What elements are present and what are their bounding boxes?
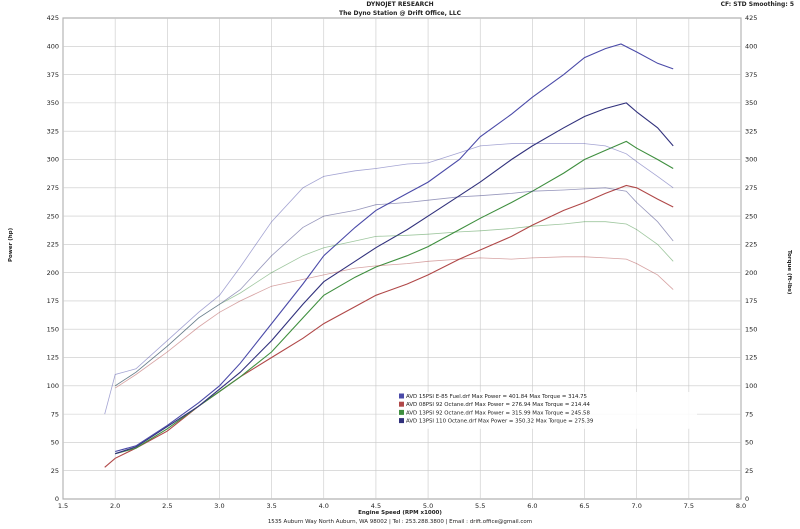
- company-name: DYNOJET RESEARCH: [366, 1, 434, 8]
- y-tick-label-right: 250: [745, 212, 757, 220]
- y-tick-label-left: 0: [55, 495, 59, 503]
- chart-legend: AVD 15PSI E-85 Fuel.drf Max Power = 401.…: [397, 392, 697, 429]
- x-tick-label: 3.0: [214, 502, 224, 510]
- series-line-power-green: [115, 140, 674, 455]
- tick-labels: 1.5 2.0 2.5 3.0 3.5 4.0 4.5 5.0 5.5 6.0 6.5 7.0 7.5 8…: [47, 14, 758, 510]
- y-tick-label-left: 50: [51, 439, 59, 447]
- y-tick-label-right: 325: [745, 127, 757, 135]
- legend-box: [397, 392, 697, 429]
- y-tick-label-right: 400: [745, 42, 757, 50]
- x-tick-label: 7.0: [632, 502, 642, 510]
- x-tick-label: 6.5: [579, 502, 589, 510]
- legend-entry: AVD 15PSI E-85 Fuel.drf Max Power = 401.…: [406, 394, 587, 400]
- legend-entry: AVD 13PSI 92 Octane.drf Max Power = 315.…: [406, 410, 590, 416]
- y-tick-label-left: 300: [47, 156, 59, 164]
- x-tick-label: 4.5: [371, 502, 381, 510]
- x-tick-label: 1.5: [58, 502, 68, 510]
- series-line-power-navy: [115, 102, 674, 455]
- y-tick-label-right: 50: [745, 439, 753, 447]
- y-tick-label-left: 150: [47, 325, 59, 333]
- x-tick-label: 3.5: [266, 502, 276, 510]
- y-tick-label-left: 175: [47, 297, 59, 305]
- y-tick-label-right: 225: [745, 241, 757, 249]
- series-line-power-blue: [115, 43, 674, 453]
- y-axis-title-left: Power (hp): [8, 227, 14, 262]
- legend-entry: AVD 08PSI 92 Octane.drf Max Power = 276.…: [406, 402, 590, 408]
- x-axis-title: Engine Speed (RPM x1000): [358, 510, 442, 516]
- series-line-torque-red: [114, 256, 674, 389]
- y-tick-label-left: 200: [47, 269, 59, 277]
- x-tick-label: 4.0: [319, 502, 329, 510]
- y-tick-label-left: 325: [47, 127, 59, 135]
- x-tick-label: 7.5: [684, 502, 694, 510]
- series-line-torque-blue: [104, 143, 674, 415]
- x-tick-label: 5.5: [475, 502, 485, 510]
- y-tick-label-right: 75: [745, 410, 753, 418]
- y-tick-label-right: 0: [745, 495, 749, 503]
- y-tick-label-left: 250: [47, 212, 59, 220]
- y-tick-label-right: 300: [745, 156, 757, 164]
- y-tick-label-right: 175: [745, 297, 757, 305]
- y-tick-label-left: 25: [51, 467, 59, 475]
- x-tick-label: 2.5: [162, 502, 172, 510]
- y-tick-label-left: 350: [47, 99, 59, 107]
- x-tick-label: 8.0: [736, 502, 746, 510]
- legend-entry: AVD 13PSI 110 Octane.drf Max Power = 350…: [406, 419, 594, 425]
- series-lines: [104, 43, 674, 468]
- legend-swatch: [399, 393, 404, 399]
- x-tick-label: 6.0: [527, 502, 537, 510]
- y-tick-label-left: 100: [47, 382, 59, 390]
- settings-label: CF: STD Smoothing: 5: [720, 1, 794, 8]
- x-tick-label: 2.0: [110, 502, 120, 510]
- shop-name: The Dyno Station @ Drift Office, LLC: [338, 10, 462, 17]
- shop-address: 1535 Auburn Way North Auburn, WA 98002 |…: [267, 519, 533, 525]
- y-tick-label-right: 375: [745, 71, 757, 79]
- y-tick-label-left: 425: [47, 14, 59, 22]
- y-tick-label-left: 275: [47, 184, 59, 192]
- y-tick-label-right: 150: [745, 325, 757, 333]
- y-axis-title-right: Torque (ft-lbs): [786, 250, 792, 295]
- y-tick-label-left: 75: [51, 410, 59, 418]
- legend-swatch: [399, 401, 404, 407]
- y-tick-label-left: 225: [47, 241, 59, 249]
- y-tick-label-right: 100: [745, 382, 757, 390]
- series-line-torque-navy: [114, 187, 674, 387]
- y-tick-label-left: 400: [47, 42, 59, 50]
- y-tick-label-right: 25: [745, 467, 753, 475]
- x-tick-label: 5.0: [423, 502, 433, 510]
- legend-swatch: [399, 409, 404, 415]
- y-tick-label-right: 125: [745, 354, 757, 362]
- y-tick-label-right: 275: [745, 184, 757, 192]
- legend-swatch: [399, 418, 404, 424]
- y-tick-label-left: 375: [47, 71, 59, 79]
- y-tick-label-right: 425: [745, 14, 757, 22]
- y-tick-label-right: 350: [745, 99, 757, 107]
- y-tick-label-right: 200: [745, 269, 757, 277]
- y-tick-label-left: 125: [47, 354, 59, 362]
